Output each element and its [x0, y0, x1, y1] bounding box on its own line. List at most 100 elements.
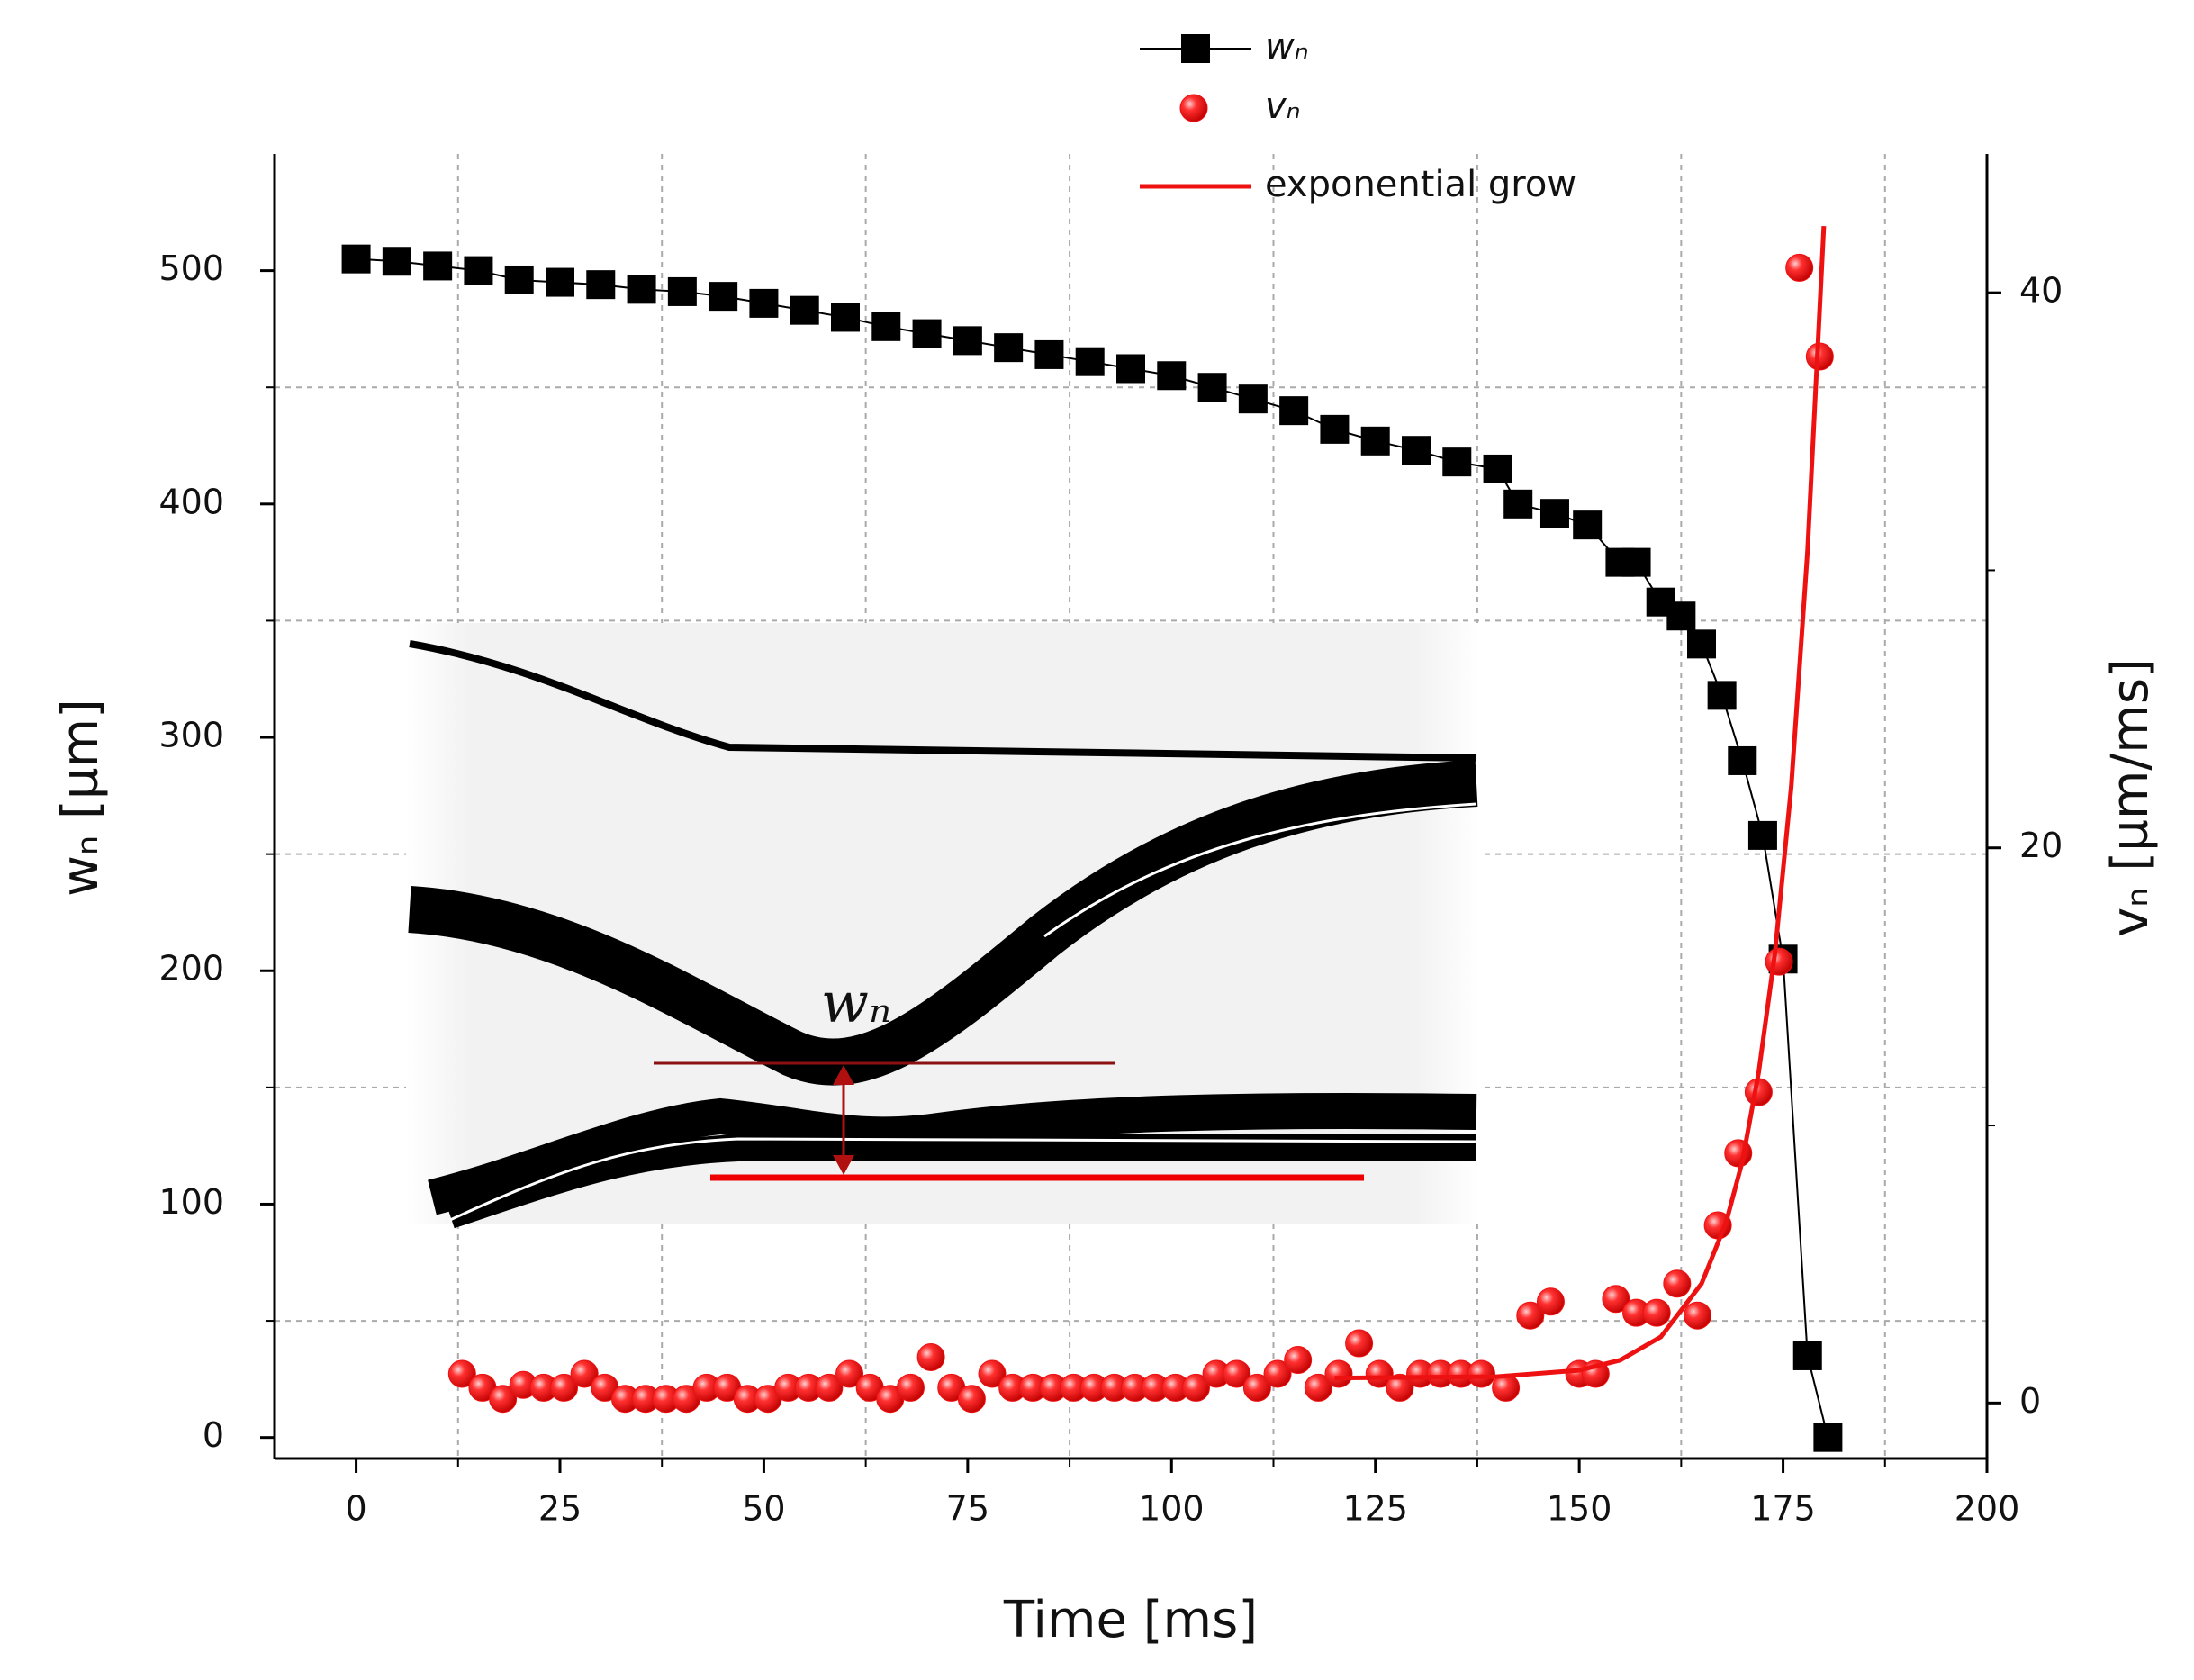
x-tick-label: 100: [1139, 1489, 1205, 1529]
square-marker: [709, 282, 738, 312]
square-marker: [341, 244, 371, 274]
inset-highlight: [1043, 802, 1477, 938]
circle-marker: [1683, 1301, 1711, 1330]
square-marker: [1813, 1423, 1843, 1452]
y-tick-label: 300: [158, 716, 224, 755]
circle-marker: [978, 1359, 1007, 1388]
square-marker: [1707, 681, 1737, 710]
square-marker: [1666, 601, 1696, 631]
circle-marker: [1284, 1346, 1313, 1375]
x-tick-label: 125: [1342, 1489, 1408, 1529]
circle-marker: [1324, 1359, 1353, 1388]
square-marker: [831, 303, 860, 332]
circle-marker: [1602, 1285, 1630, 1314]
inset-channel-wall: [409, 640, 1477, 762]
x-axis-title: Time [ms]: [1003, 1591, 1258, 1649]
circle-marker: [1223, 1359, 1251, 1388]
x-tick-label: 25: [538, 1489, 582, 1529]
square-marker: [627, 275, 656, 304]
legend-label: vₙ: [1265, 86, 1301, 127]
square-marker: [1621, 547, 1651, 577]
square-marker: [1792, 1341, 1822, 1370]
square-marker: [667, 276, 697, 306]
circle-marker: [1785, 253, 1814, 282]
circle-marker: [1345, 1329, 1374, 1358]
y-tick-label: 400: [158, 482, 224, 521]
series-line: [1334, 226, 1827, 1381]
y-axis-title: wₙ [µm]: [51, 699, 110, 897]
square-marker: [382, 247, 411, 276]
legend-square: [1181, 34, 1210, 63]
square-marker: [1747, 820, 1777, 850]
y-tick-label: 100: [158, 1182, 224, 1222]
square-marker: [586, 270, 616, 300]
square-marker: [1034, 339, 1064, 369]
square-marker: [871, 312, 901, 341]
x-tick-label: 50: [742, 1489, 785, 1529]
x-tick-label: 0: [345, 1489, 366, 1529]
square-marker: [1483, 454, 1512, 483]
square-marker: [994, 333, 1024, 363]
circle-marker: [447, 1359, 476, 1388]
x-tick-label: 175: [1750, 1489, 1816, 1529]
square-marker: [1573, 510, 1603, 540]
circle-marker: [570, 1359, 599, 1388]
square-marker: [1157, 361, 1187, 391]
circle-marker: [815, 1373, 844, 1402]
circle-marker: [1242, 1373, 1271, 1402]
square-marker: [1238, 384, 1268, 414]
inset-image: wₙ: [406, 623, 1479, 1229]
circle-marker: [1642, 1298, 1671, 1327]
circle-marker: [1181, 1373, 1210, 1402]
square-marker: [1116, 354, 1145, 384]
x-tick-label: 200: [1955, 1489, 2020, 1529]
square-marker: [464, 256, 493, 285]
circle-marker: [1536, 1287, 1565, 1316]
square-marker: [1728, 745, 1757, 775]
square-marker: [1320, 414, 1350, 444]
circle-marker: [1365, 1359, 1394, 1388]
square-marker: [749, 288, 779, 318]
square-marker: [1539, 499, 1569, 528]
inset-label: wₙ: [821, 970, 891, 1035]
y2-tick-label: 0: [2019, 1381, 2041, 1421]
circle-marker: [957, 1385, 986, 1414]
circle-marker: [916, 1342, 945, 1371]
legend-circle: [1179, 94, 1208, 122]
circle-marker: [550, 1373, 579, 1402]
y-tick-label: 200: [158, 949, 224, 989]
y2-axis-title: vₙ [µm/ms]: [2101, 658, 2160, 937]
circle-marker: [1663, 1269, 1692, 1298]
circle-marker: [1386, 1373, 1414, 1402]
inset-highlight: [449, 1137, 1477, 1222]
square-marker: [504, 265, 534, 294]
circle-marker: [896, 1373, 925, 1402]
x-tick-label: 75: [946, 1489, 989, 1529]
circle-marker: [489, 1385, 518, 1414]
square-marker: [546, 267, 574, 297]
square-marker: [953, 326, 982, 356]
square-marker: [1442, 447, 1472, 477]
square-marker: [912, 319, 942, 348]
y-tick-label: 0: [203, 1415, 224, 1455]
circle-marker: [1304, 1373, 1332, 1402]
square-marker: [1402, 436, 1431, 465]
circle-marker: [835, 1359, 864, 1388]
circle-marker: [1516, 1301, 1545, 1330]
y2-tick-label: 40: [2019, 271, 2063, 311]
circle-marker: [1467, 1359, 1495, 1388]
legend-label: wₙ: [1265, 26, 1309, 68]
square-marker: [1503, 489, 1533, 519]
square-marker: [423, 251, 453, 281]
square-marker: [1197, 373, 1227, 402]
y-tick-label: 500: [158, 248, 224, 288]
legend-label: exponential grow: [1265, 164, 1576, 205]
square-marker: [1687, 629, 1716, 659]
y2-tick-label: 20: [2019, 826, 2063, 865]
square-marker: [1279, 396, 1309, 426]
inset-droplet-interface: [408, 760, 1478, 1086]
circle-marker: [1263, 1359, 1292, 1388]
circle-marker: [1765, 947, 1793, 976]
square-marker: [790, 295, 819, 325]
